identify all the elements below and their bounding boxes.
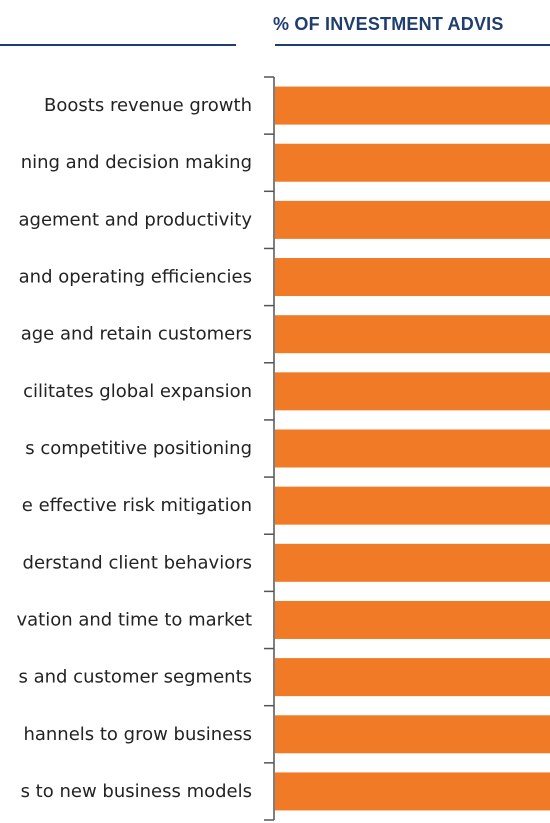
header-divider-left (0, 44, 236, 46)
category-axis-ticks (264, 76, 274, 821)
chart-title: % OF INVESTMENT ADVIS (273, 14, 504, 34)
bar (275, 429, 550, 468)
bar (275, 200, 550, 239)
category-label: agement and productivity (18, 209, 252, 230)
category-labels: Boosts revenue growth ning and decision m… (16, 95, 252, 802)
bar (275, 143, 550, 182)
category-label: and operating efficiencies (19, 267, 252, 288)
bar (275, 715, 550, 754)
bar (275, 315, 550, 354)
bar (275, 772, 550, 811)
category-label: s and customer segments (19, 667, 253, 688)
header-divider-right (275, 44, 550, 46)
bar (275, 600, 550, 639)
category-label: Boosts revenue growth (44, 95, 252, 116)
category-label: hannels to grow business (23, 724, 252, 745)
category-label: cilitates global expansion (23, 381, 252, 402)
category-label: s to new business models (21, 781, 252, 802)
bar (275, 543, 550, 582)
bar-series (275, 86, 550, 811)
bar (275, 258, 550, 297)
category-label: vation and time to market (16, 609, 252, 630)
bar (275, 86, 550, 125)
category-label: derstand client behaviors (23, 552, 252, 573)
category-label: s competitive positioning (25, 438, 252, 459)
category-label: ning and decision making (21, 152, 252, 173)
category-label: age and retain customers (21, 324, 252, 345)
category-label: e effective risk mitigation (22, 495, 252, 516)
bar (275, 486, 550, 525)
bar (275, 372, 550, 411)
bar (275, 658, 550, 697)
